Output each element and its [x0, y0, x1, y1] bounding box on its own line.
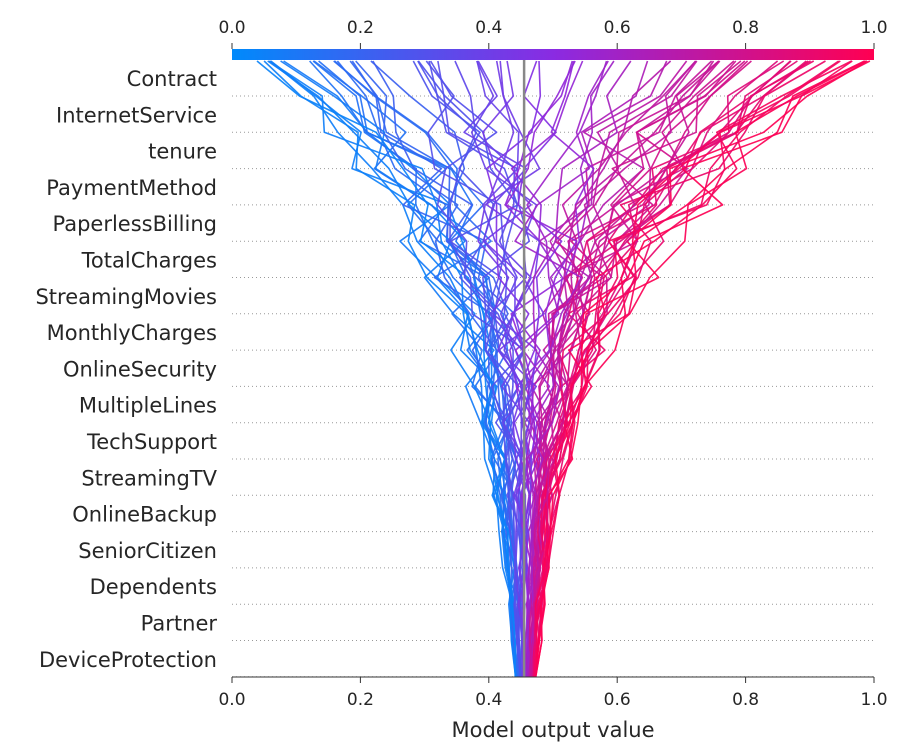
feature-label: PaperlessBilling — [53, 212, 218, 236]
x-axis-title: Model output value — [451, 718, 654, 742]
output-colorbar — [232, 49, 874, 60]
feature-labels: Contract InternetService tenure PaymentMeth… — [35, 67, 217, 672]
decision-path — [263, 60, 517, 678]
feature-label: Dependents — [90, 575, 217, 599]
feature-label: TotalCharges — [81, 249, 217, 273]
feature-label: Contract — [127, 67, 217, 91]
feature-label: StreamingMovies — [35, 285, 217, 309]
decision-path — [529, 60, 713, 678]
axes: 0.0 0.0 0.2 0.2 0.4 0.4 0.6 0.6 0.8 0.8 1.0 1.0 — [218, 18, 887, 710]
decision-paths — [256, 60, 871, 678]
x-tick-label: 0.6 — [604, 690, 631, 710]
feature-label: TechSupport — [86, 430, 217, 454]
feature-label: OnlineSecurity — [63, 357, 217, 381]
decision-path — [528, 60, 688, 678]
feature-label: Partner — [141, 612, 218, 636]
decision-path — [269, 60, 517, 678]
top-tick-label: 0.4 — [475, 18, 502, 38]
decision-path — [485, 60, 541, 678]
decision-path — [425, 60, 526, 678]
decision-path — [477, 60, 541, 678]
feature-label: OnlineBackup — [72, 503, 217, 527]
decision-path — [534, 60, 853, 678]
feature-label: DeviceProtection — [39, 648, 217, 672]
top-tick-label: 0.6 — [604, 18, 631, 38]
x-tick-label: 0.8 — [732, 690, 759, 710]
decision-path — [529, 60, 779, 678]
decision-path — [267, 60, 517, 678]
feature-label: MultipleLines — [79, 394, 217, 418]
decision-path — [533, 60, 841, 678]
decision-path — [349, 60, 520, 678]
x-tick-label: 1.0 — [860, 690, 887, 710]
feature-label: StreamingTV — [81, 466, 217, 490]
decision-path — [534, 60, 871, 678]
decision-path — [524, 60, 632, 678]
decision-path — [280, 60, 517, 678]
x-tick-label: 0.0 — [218, 690, 245, 710]
decision-path — [532, 60, 807, 678]
feature-label: InternetService — [56, 103, 217, 127]
feature-label: MonthlyCharges — [47, 321, 217, 345]
top-tick-label: 1.0 — [860, 18, 887, 38]
decision-path — [529, 60, 720, 678]
top-tick-label: 0.2 — [347, 18, 374, 38]
decision-path — [530, 60, 791, 678]
top-tick-label: 0.0 — [218, 18, 245, 38]
top-tick-label: 0.8 — [732, 18, 759, 38]
decision-path — [532, 60, 792, 678]
x-tick-label: 0.4 — [475, 690, 502, 710]
feature-label: tenure — [148, 140, 217, 164]
feature-label: SeniorCitizen — [78, 539, 217, 563]
feature-label: PaymentMethod — [46, 176, 217, 200]
decision-path — [528, 60, 672, 678]
decision-path — [522, 60, 608, 678]
decision-path — [270, 60, 517, 678]
x-tick-label: 0.2 — [347, 690, 374, 710]
